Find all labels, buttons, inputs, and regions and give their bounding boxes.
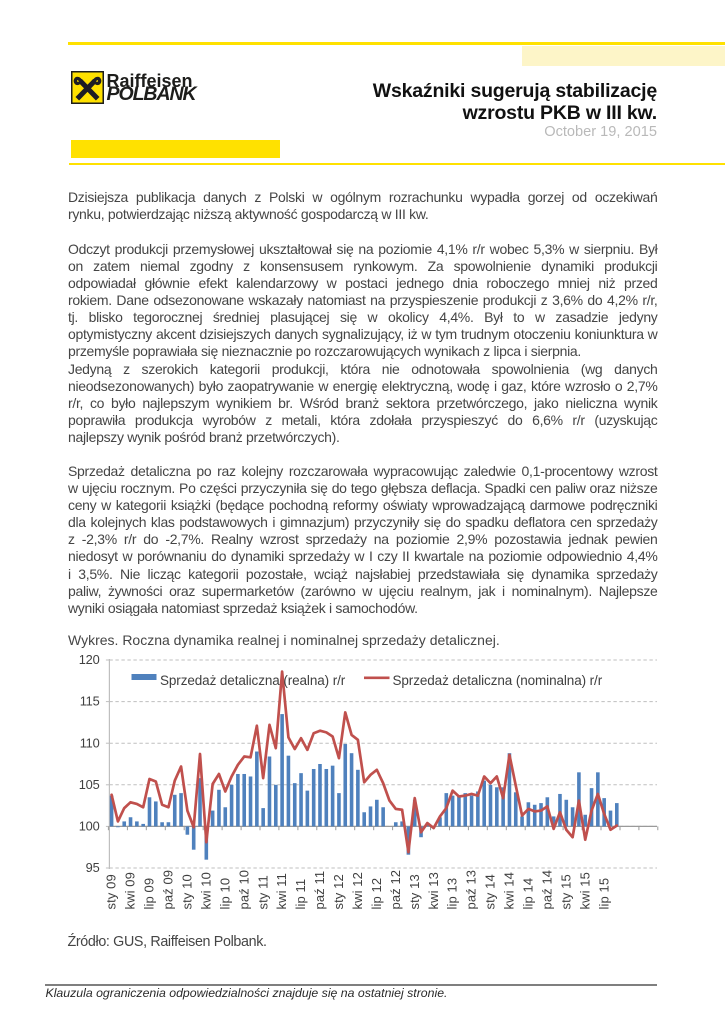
svg-text:lip 14: lip 14: [521, 878, 536, 910]
svg-text:paź 09: paź 09: [161, 870, 176, 910]
svg-text:paź 12: paź 12: [388, 870, 403, 910]
svg-text:sty 09: sty 09: [104, 874, 119, 909]
svg-text:100: 100: [79, 819, 100, 834]
svg-text:kwi 13: kwi 13: [426, 872, 441, 909]
svg-text:lip 09: lip 09: [142, 878, 157, 910]
svg-text:kwi 12: kwi 12: [350, 872, 365, 909]
svg-text:lip 13: lip 13: [445, 878, 460, 910]
svg-text:kwi 15: kwi 15: [577, 872, 592, 909]
svg-text:paź 11: paź 11: [312, 871, 327, 910]
svg-text:lip 10: lip 10: [217, 878, 232, 910]
svg-text:115: 115: [80, 694, 100, 709]
svg-text:lip 12: lip 12: [369, 878, 384, 910]
svg-text:kwi 10: kwi 10: [198, 872, 213, 909]
svg-text:lip 11: lip 11: [293, 879, 308, 910]
svg-text:paź 10: paź 10: [236, 870, 251, 910]
svg-text:110: 110: [80, 735, 100, 750]
svg-text:sty 10: sty 10: [180, 874, 195, 909]
svg-text:sty 11: sty 11: [255, 875, 270, 909]
svg-text:kwi 14: kwi 14: [502, 872, 517, 909]
svg-text:120: 120: [79, 652, 100, 667]
svg-text:sty 15: sty 15: [558, 874, 573, 909]
svg-text:105: 105: [79, 777, 100, 792]
svg-text:lip 15: lip 15: [596, 878, 611, 910]
svg-text:kwi 11: kwi 11: [274, 873, 289, 909]
svg-text:paź 14: paź 14: [539, 870, 554, 910]
svg-text:sty 14: sty 14: [483, 874, 498, 909]
svg-text:kwi 09: kwi 09: [123, 872, 138, 909]
svg-text:Sprzedaż detaliczna (realna) r: Sprzedaż detaliczna (realna) r/r: [160, 673, 346, 688]
svg-text:Sprzedaż detaliczna (nominalna: Sprzedaż detaliczna (nominalna) r/r: [393, 673, 603, 688]
svg-text:paź 13: paź 13: [464, 870, 479, 910]
svg-text:sty 13: sty 13: [407, 874, 422, 909]
svg-text:95: 95: [86, 860, 100, 875]
svg-text:sty 12: sty 12: [331, 874, 346, 909]
